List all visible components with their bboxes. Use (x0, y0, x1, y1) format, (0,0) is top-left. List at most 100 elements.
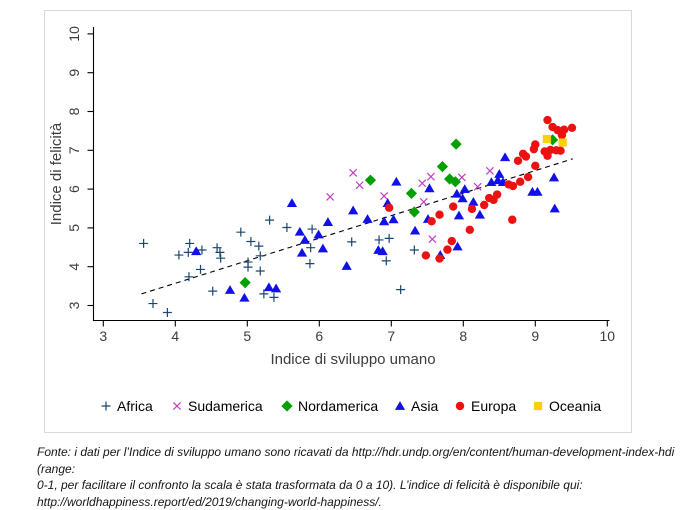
data-point-africa (385, 234, 394, 243)
data-point-asia (410, 226, 420, 235)
data-point-africa (396, 285, 405, 294)
data-point-europa (516, 178, 524, 186)
data-point-asia (475, 210, 485, 219)
circle-marker-icon (456, 402, 464, 410)
data-point-africa (269, 293, 278, 302)
data-point-sudamerica (419, 180, 426, 187)
x-tick-label: 9 (531, 328, 539, 344)
data-point-europa (531, 140, 539, 148)
data-point-asia (297, 248, 307, 257)
y-tick-label: 10 (66, 26, 82, 42)
data-point-asia (271, 284, 281, 293)
data-point-oceania (559, 138, 567, 146)
data-point-europa (448, 237, 456, 245)
data-point-sudamerica (420, 198, 427, 205)
data-point-europa (543, 116, 551, 124)
data-point-nordamerica (437, 161, 448, 172)
data-point-europa (435, 211, 443, 219)
data-point-asia (191, 246, 201, 255)
data-point-sudamerica (474, 183, 481, 190)
legend-label: Nordamerica (298, 398, 378, 414)
data-point-africa (265, 216, 274, 225)
data-point-europa (509, 182, 517, 190)
y-tick-label: 7 (66, 146, 82, 154)
data-point-nordamerica (451, 138, 462, 149)
y-tick-label: 4 (66, 263, 82, 271)
data-point-africa (282, 223, 291, 232)
y-tick-label: 5 (66, 224, 82, 232)
legend: Africa Sudamerica Nordamerica Asia Europa Oce… (102, 398, 602, 414)
data-point-europa (385, 204, 393, 212)
data-point-africa (174, 251, 183, 260)
data-point-europa (558, 131, 566, 139)
data-point-africa (256, 251, 265, 260)
data-point-africa (184, 248, 193, 257)
legend-item-sudamerica: Sudamerica (173, 398, 263, 414)
trend-line (141, 159, 572, 294)
data-point-asia (342, 261, 352, 270)
data-point-asia (460, 184, 470, 193)
y-tick-label: 6 (66, 185, 82, 193)
data-point-asia (300, 235, 310, 244)
data-point-africa (306, 243, 315, 252)
data-point-africa (347, 237, 356, 246)
data-point-africa (196, 265, 205, 274)
source-footnote: Fonte: i dati per l’Indice di sviluppo u… (37, 444, 682, 510)
x-tick-label: 10 (600, 328, 616, 344)
triangle-marker-icon (395, 401, 405, 410)
data-point-asia (318, 244, 328, 253)
data-point-asia (313, 230, 323, 239)
data-point-europa (480, 201, 488, 209)
data-point-asia (549, 173, 559, 182)
x-tick-label: 3 (99, 328, 107, 344)
data-point-africa (256, 266, 265, 275)
legend-item-oceania: Oceania (534, 398, 601, 414)
data-point-europa (466, 226, 474, 234)
legend-label: Africa (117, 398, 153, 414)
legend-item-asia: Asia (395, 398, 439, 414)
data-point-asia (323, 217, 333, 226)
data-point-asia (239, 293, 249, 302)
data-point-asia (391, 177, 401, 186)
data-point-oceania (543, 135, 551, 143)
data-point-asia (454, 211, 464, 220)
data-point-sudamerica (429, 236, 436, 243)
data-point-asia (348, 206, 358, 215)
data-point-africa (375, 235, 384, 244)
legend-label: Europa (471, 398, 516, 414)
data-point-nordamerica (240, 277, 251, 288)
data-point-africa (208, 287, 217, 296)
data-point-africa (148, 299, 157, 308)
data-point-sudamerica (486, 167, 493, 174)
legend-item-nordamerica: Nordamerica (281, 398, 378, 414)
x-axis-title: Indice di sviluppo umano (270, 351, 435, 368)
data-point-asia (388, 214, 398, 223)
data-point-europa (422, 251, 430, 259)
data-point-sudamerica (350, 169, 357, 176)
data-point-asia (225, 285, 235, 294)
data-point-africa (254, 242, 263, 251)
data-point-africa (236, 228, 245, 237)
data-point-asia (500, 152, 510, 161)
data-point-asia (362, 214, 372, 223)
x-tick-label: 6 (315, 328, 323, 344)
legend-label: Sudamerica (188, 398, 263, 414)
y-tick-label: 3 (66, 301, 82, 309)
data-point-asia (379, 216, 389, 225)
data-point-europa (468, 205, 476, 213)
x-tick-label: 8 (459, 328, 467, 344)
data-point-africa (244, 263, 253, 272)
data-point-nordamerica (409, 206, 420, 217)
data-point-asia (468, 197, 478, 206)
data-point-europa (508, 216, 516, 224)
data-point-asia (550, 204, 560, 213)
data-point-europa (514, 157, 522, 165)
data-point-asia (287, 198, 297, 207)
data-point-nordamerica (365, 175, 376, 186)
data-point-europa (493, 190, 501, 198)
y-tick-label: 8 (66, 107, 82, 115)
data-point-sudamerica (381, 192, 388, 199)
data-point-africa (305, 259, 314, 268)
